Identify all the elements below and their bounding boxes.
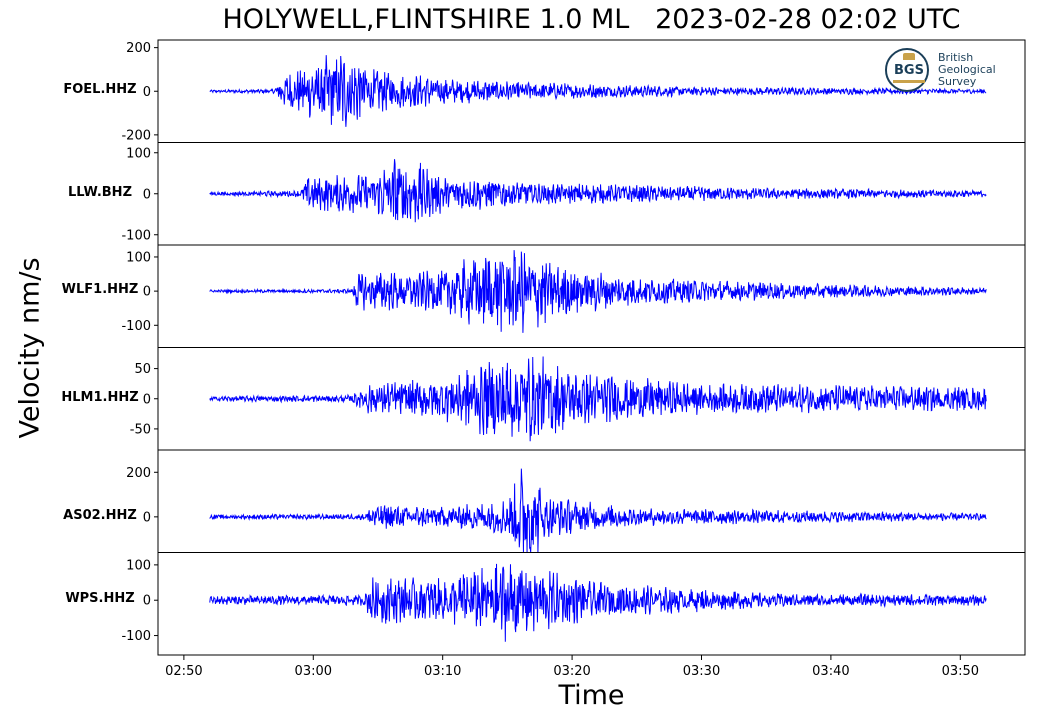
y-tick-label: 0 <box>143 510 151 525</box>
y-tick-label: -200 <box>121 128 151 143</box>
station-label: WPS.HHZ <box>65 591 135 607</box>
y-tick-label: 0 <box>143 187 151 202</box>
y-tick-label: 0 <box>143 285 151 300</box>
station-label: AS02.HHZ <box>63 507 137 523</box>
y-tick-label: 100 <box>126 250 151 265</box>
y-tick-label: 0 <box>143 85 151 100</box>
waveform-trace <box>209 468 987 553</box>
logo-word: British <box>938 51 974 64</box>
y-tick-label: 0 <box>143 392 151 407</box>
y-tick-label: 100 <box>126 558 151 573</box>
y-tick-label: 50 <box>134 362 151 377</box>
logo-words: British Geological Survey <box>938 52 996 88</box>
crown-icon <box>903 53 915 60</box>
waveform-trace <box>209 356 987 442</box>
y-tick-label: -100 <box>121 228 151 243</box>
x-tick-label: 03:50 <box>942 664 979 679</box>
logo-band <box>893 80 925 83</box>
chart-title: HOLYWELL,FLINTSHIRE 1.0 ML 2023-02-28 02… <box>222 4 961 35</box>
y-tick-label: -50 <box>130 422 151 437</box>
logo-word: Survey <box>938 75 977 88</box>
y-tick-label: -100 <box>121 319 151 334</box>
x-tick-label: 03:00 <box>295 664 332 679</box>
panel-frame <box>157 449 1026 553</box>
y-tick-label: 200 <box>126 466 151 481</box>
logo-word: Geological <box>938 63 996 76</box>
y-tick-label: -100 <box>121 629 151 644</box>
waveform-trace <box>209 250 987 333</box>
waveform-trace <box>209 159 987 223</box>
station-label: WLF1.HHZ <box>61 282 139 298</box>
bgs-badge-icon: BGS <box>885 48 929 92</box>
x-tick-label: 02:50 <box>165 664 202 679</box>
station-label: LLW.BHZ <box>68 184 132 200</box>
logo-badge-text: BGS <box>894 63 924 78</box>
x-tick-label: 03:20 <box>553 664 590 679</box>
x-tick-label: 03:10 <box>424 664 461 679</box>
waveform-trace <box>209 55 987 127</box>
station-label: HLM1.HHZ <box>61 389 139 405</box>
y-tick-label: 100 <box>126 146 151 161</box>
station-label: FOEL.HHZ <box>63 82 137 98</box>
waveform-trace <box>209 563 987 642</box>
x-tick-label: 03:30 <box>683 664 720 679</box>
panel-frame <box>157 552 1026 656</box>
bgs-logo: BGS British Geological Survey <box>884 48 1009 96</box>
y-tick-label: 200 <box>126 41 151 56</box>
x-axis-label: Time <box>558 680 625 711</box>
x-tick-label: 03:40 <box>812 664 849 679</box>
y-tick-label: 0 <box>143 594 151 609</box>
